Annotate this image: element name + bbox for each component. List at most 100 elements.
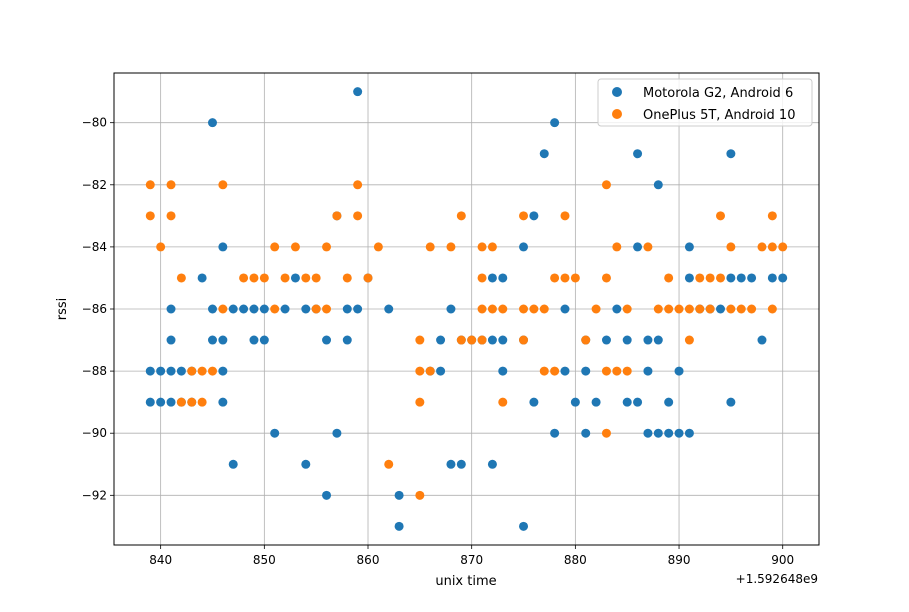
- data-point: [519, 335, 529, 345]
- x-tick-label: 900: [771, 553, 794, 567]
- data-point: [767, 242, 777, 252]
- data-point: [477, 304, 487, 314]
- data-point: [322, 242, 332, 252]
- data-point: [684, 304, 694, 314]
- y-tick-label: −92: [82, 488, 107, 502]
- data-points: [145, 87, 788, 531]
- data-point: [757, 335, 767, 345]
- data-point: [311, 273, 321, 283]
- y-tick-label: −88: [82, 364, 107, 378]
- data-point: [560, 366, 570, 376]
- data-point: [570, 397, 580, 407]
- data-point: [653, 304, 663, 314]
- data-point: [487, 273, 497, 283]
- data-point: [498, 335, 508, 345]
- data-point: [332, 211, 342, 221]
- x-tick-label: 880: [564, 553, 587, 567]
- x-tick-label: 860: [357, 553, 380, 567]
- data-point: [425, 366, 435, 376]
- data-point: [332, 428, 342, 438]
- data-point: [270, 242, 280, 252]
- data-point: [249, 273, 259, 283]
- data-point: [529, 304, 539, 314]
- data-point: [446, 459, 456, 469]
- data-point: [674, 304, 684, 314]
- data-point: [581, 428, 591, 438]
- data-point: [653, 335, 663, 345]
- data-point: [197, 366, 207, 376]
- data-point: [187, 366, 197, 376]
- data-point: [716, 273, 726, 283]
- data-point: [539, 304, 549, 314]
- data-point: [207, 304, 217, 314]
- data-point: [228, 459, 238, 469]
- x-tick-label: 840: [149, 553, 172, 567]
- data-point: [778, 242, 788, 252]
- data-point: [415, 335, 425, 345]
- data-point: [249, 304, 259, 314]
- data-point: [633, 397, 643, 407]
- data-point: [353, 211, 363, 221]
- data-point: [456, 211, 466, 221]
- data-point: [353, 87, 363, 97]
- data-point: [394, 490, 404, 500]
- data-point: [550, 118, 560, 128]
- x-tick-label: 890: [668, 553, 691, 567]
- data-point: [664, 397, 674, 407]
- data-point: [601, 180, 611, 190]
- data-point: [207, 118, 217, 128]
- data-point: [239, 273, 249, 283]
- data-point: [259, 273, 269, 283]
- data-point: [218, 366, 228, 376]
- data-point: [736, 273, 746, 283]
- data-point: [322, 304, 332, 314]
- data-point: [187, 397, 197, 407]
- data-point: [166, 335, 176, 345]
- data-point: [601, 366, 611, 376]
- data-point: [767, 273, 777, 283]
- data-point: [270, 428, 280, 438]
- data-point: [280, 273, 290, 283]
- data-point: [467, 335, 477, 345]
- data-point: [601, 335, 611, 345]
- data-point: [550, 273, 560, 283]
- y-tick-label: −90: [82, 426, 107, 440]
- data-point: [446, 242, 456, 252]
- data-point: [301, 273, 311, 283]
- data-point: [726, 149, 736, 159]
- data-point: [384, 304, 394, 314]
- data-point: [653, 428, 663, 438]
- data-point: [342, 335, 352, 345]
- data-point: [633, 149, 643, 159]
- data-point: [477, 273, 487, 283]
- data-point: [166, 366, 176, 376]
- data-point: [757, 242, 767, 252]
- data-point: [498, 304, 508, 314]
- data-point: [487, 459, 497, 469]
- data-point: [176, 366, 186, 376]
- data-point: [436, 335, 446, 345]
- data-point: [539, 366, 549, 376]
- data-point: [456, 459, 466, 469]
- data-point: [653, 180, 663, 190]
- data-point: [581, 335, 591, 345]
- legend-label-oneplus: OnePlus 5T, Android 10: [643, 108, 795, 123]
- legend: Motorola G2, Android 6 OnePlus 5T, Andro…: [597, 78, 813, 127]
- data-point: [622, 397, 632, 407]
- data-point: [498, 397, 508, 407]
- x-offset-label: +1.592648e9: [736, 572, 818, 586]
- data-point: [747, 304, 757, 314]
- data-point: [519, 211, 529, 221]
- data-point: [218, 335, 228, 345]
- legend-label-motorola: Motorola G2, Android 6: [643, 86, 793, 101]
- data-point: [726, 242, 736, 252]
- data-point: [446, 304, 456, 314]
- data-point: [425, 242, 435, 252]
- data-point: [726, 273, 736, 283]
- data-point: [156, 366, 166, 376]
- data-point: [415, 490, 425, 500]
- data-point: [487, 304, 497, 314]
- data-point: [684, 242, 694, 252]
- data-point: [519, 521, 529, 531]
